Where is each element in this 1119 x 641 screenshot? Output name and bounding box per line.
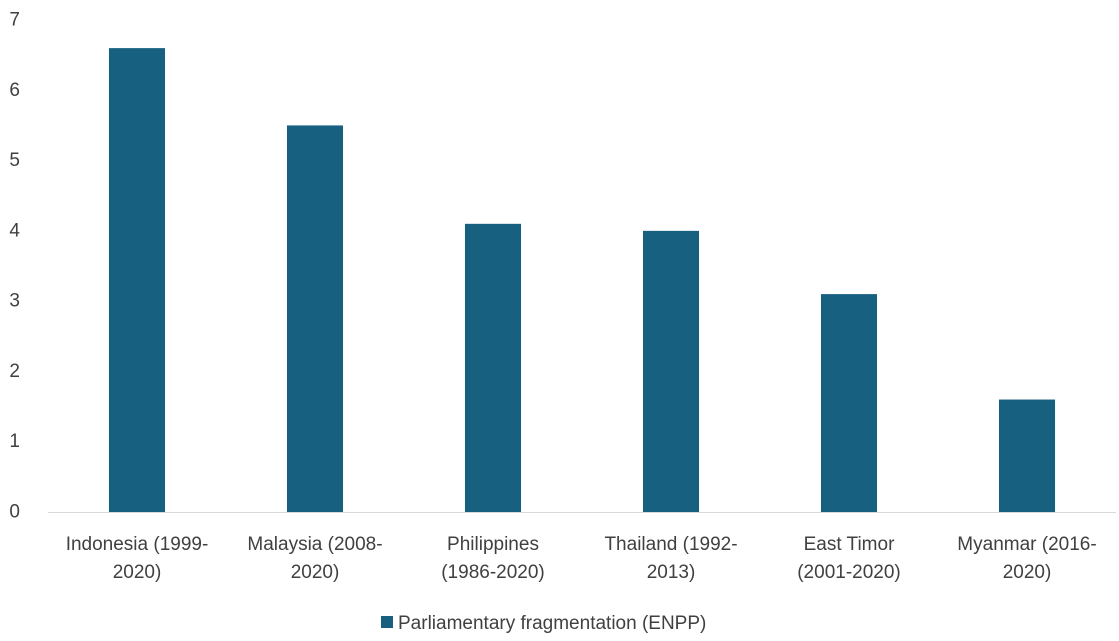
x-tick-label: 2020) xyxy=(1003,562,1052,583)
y-tick-label: 2 xyxy=(9,361,20,382)
x-tick-label: Indonesia (1999- xyxy=(66,534,209,555)
x-tick-label: (1986-2020) xyxy=(441,562,545,583)
y-tick-label: 1 xyxy=(9,431,20,452)
legend-swatch xyxy=(381,616,393,628)
bar xyxy=(642,230,700,512)
y-tick-label: 3 xyxy=(9,291,20,312)
x-axis-labels: Indonesia (1999- 2020) Malaysia (2008- 2020… xyxy=(66,534,1097,583)
y-tick-label: 4 xyxy=(9,220,20,241)
x-tick-label: Philippines xyxy=(447,534,539,555)
x-tick-label: (2001-2020) xyxy=(797,562,901,583)
x-tick-label: East Timor xyxy=(804,534,895,555)
x-tick-label: Malaysia (2008- xyxy=(247,534,382,555)
legend-label: Parliamentary fragmentation (ENPP) xyxy=(398,613,706,634)
x-tick-label: 2013) xyxy=(647,562,696,583)
y-tick-label: 7 xyxy=(9,10,20,31)
x-tick-label: Myanmar (2016- xyxy=(957,534,1096,555)
x-tick-label: Thailand (1992- xyxy=(604,534,737,555)
bar xyxy=(286,125,344,512)
x-tick-label: 2020) xyxy=(113,562,162,583)
legend: Parliamentary fragmentation (ENPP) xyxy=(381,613,706,634)
bar xyxy=(108,48,166,512)
x-tick-label: 2020) xyxy=(291,562,340,583)
y-axis-ticks: 0 1 2 3 4 5 6 7 xyxy=(9,10,20,523)
y-tick-label: 5 xyxy=(9,150,20,171)
bar xyxy=(998,399,1056,512)
bar xyxy=(464,223,522,513)
y-tick-label: 6 xyxy=(9,80,20,101)
bar xyxy=(820,294,878,512)
y-tick-label: 0 xyxy=(9,502,20,523)
bar-series xyxy=(108,48,1056,513)
